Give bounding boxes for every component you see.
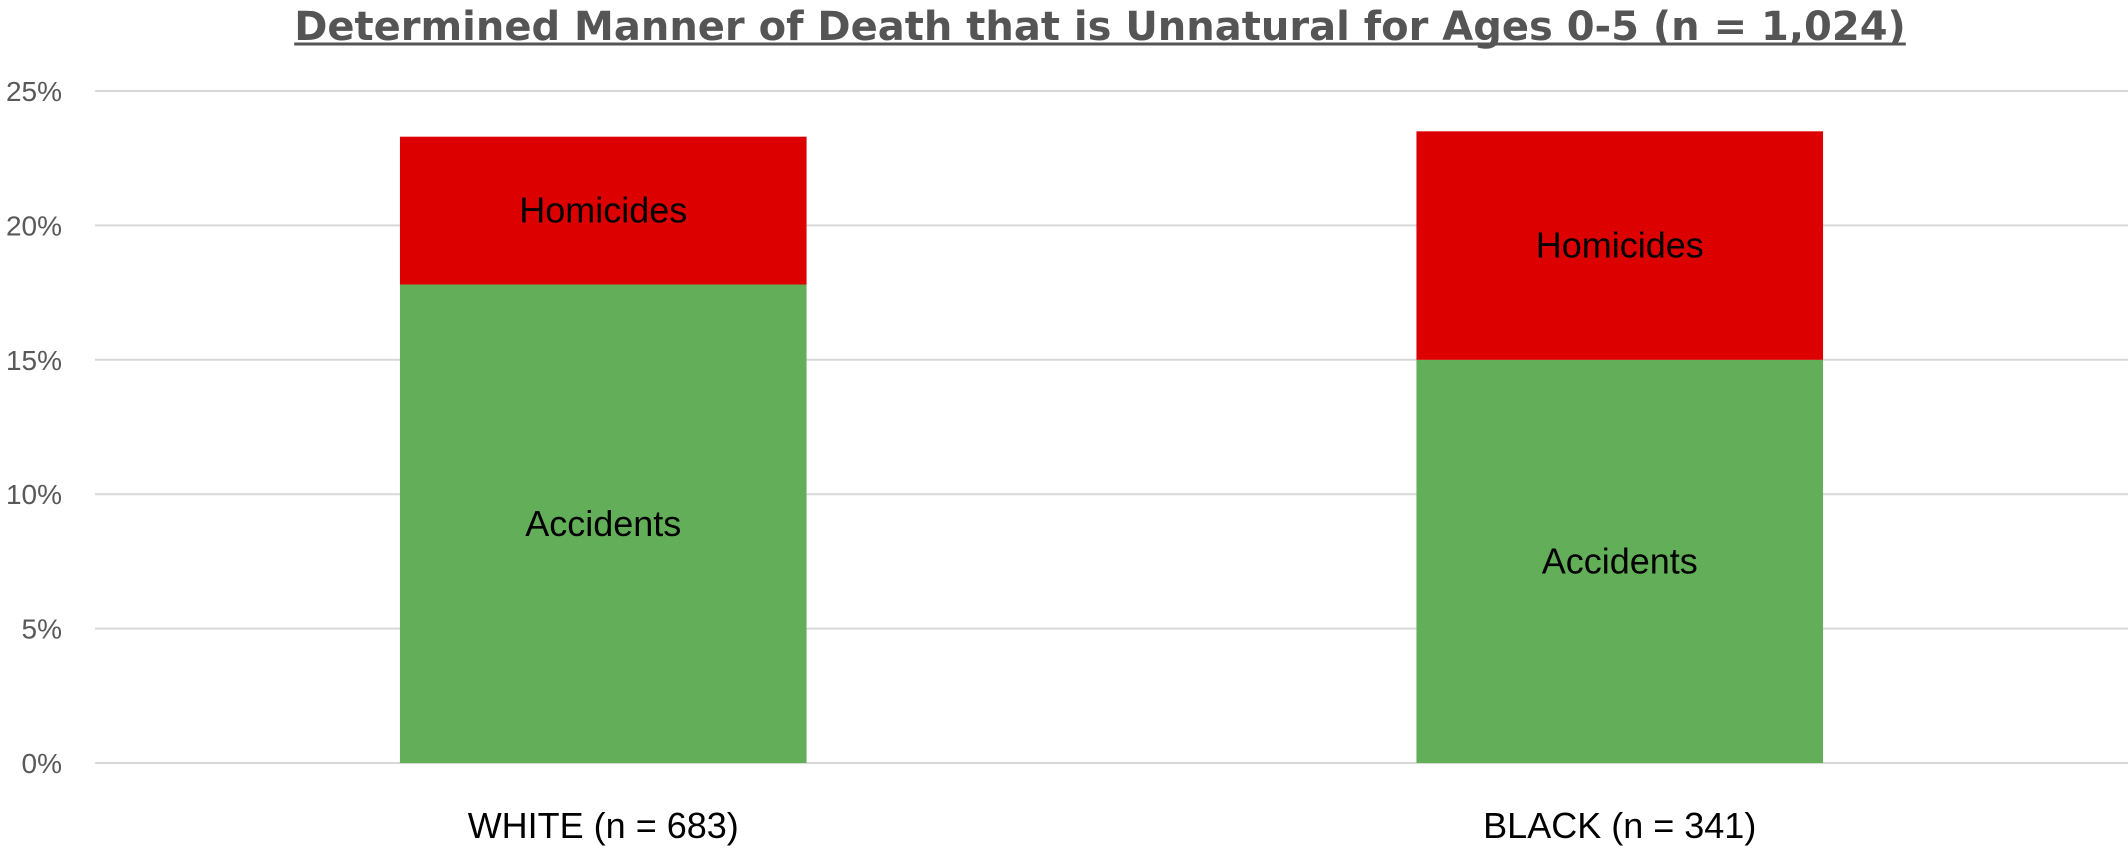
bar-segment-accidents [399,284,807,763]
y-tick-label: 25% [6,76,62,107]
segment-label: Accidents [525,503,681,544]
bar-segment-accidents [1416,359,1824,763]
y-tick-label: 20% [6,210,62,241]
segment-label: Homicides [519,190,687,231]
bar-segment-homicides [1416,131,1824,360]
y-tick-label: 5% [22,614,62,645]
y-tick-label: 0% [22,748,62,779]
segment-label: Homicides [1536,225,1704,266]
bars [399,131,1824,763]
labels: Accidents Homicides WHITE (n = 683) Acciden… [468,190,1757,846]
y-tick-label: 15% [6,345,62,376]
chart-title: Determined Manner of Death that is Unnat… [294,4,1906,50]
category-label: WHITE (n = 683) [468,805,739,846]
bar-segment-homicides [399,136,807,285]
y-tick-label: 10% [6,479,62,510]
category-label: BLACK (n = 341) [1483,805,1756,846]
segment-label: Accidents [1542,540,1698,581]
